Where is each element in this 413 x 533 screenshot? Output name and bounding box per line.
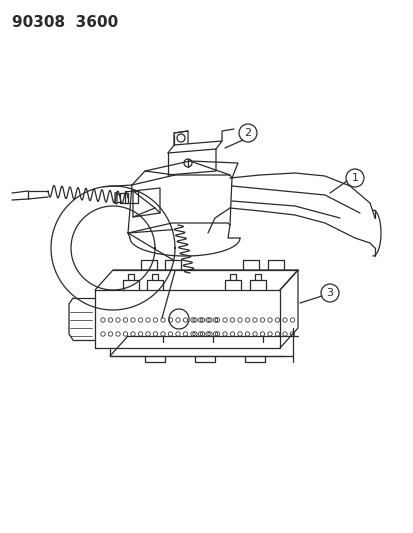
Text: 2: 2 bbox=[244, 128, 251, 138]
Text: 3: 3 bbox=[326, 288, 333, 298]
Text: 90308  3600: 90308 3600 bbox=[12, 15, 118, 30]
Text: 1: 1 bbox=[351, 173, 358, 183]
